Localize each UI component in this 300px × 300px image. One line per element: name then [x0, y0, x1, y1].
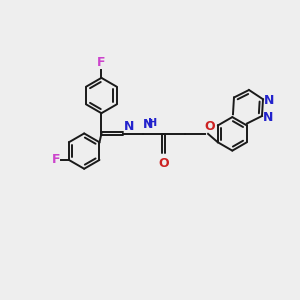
Text: H: H [148, 118, 158, 128]
Text: N: N [124, 120, 134, 133]
Text: O: O [158, 157, 169, 170]
Text: F: F [52, 153, 60, 167]
Text: N: N [142, 118, 153, 131]
Text: F: F [97, 56, 106, 69]
Text: N: N [263, 111, 274, 124]
Text: N: N [264, 94, 274, 107]
Text: O: O [205, 120, 215, 133]
